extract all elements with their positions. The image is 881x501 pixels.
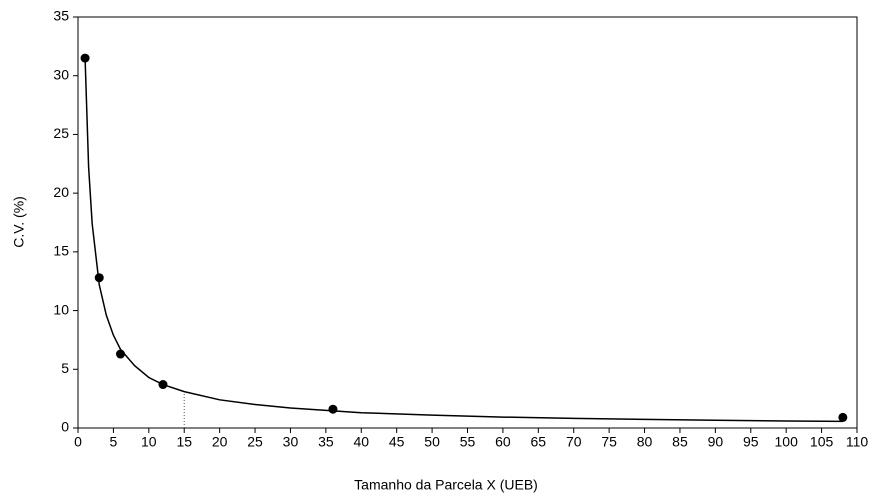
x-tick-label: 20 <box>212 434 228 450</box>
x-tick-label: 25 <box>247 434 263 450</box>
x-tick-label: 90 <box>708 434 724 450</box>
point <box>838 412 848 422</box>
x-tick-label: 45 <box>389 434 405 450</box>
x-tick-label: 30 <box>283 434 299 450</box>
x-tick-label: 35 <box>318 434 334 450</box>
y-tick-label: 20 <box>53 184 69 200</box>
x-tick-label: 110 <box>846 434 869 450</box>
x-tick-label: 55 <box>460 434 476 450</box>
x-tick-label: 75 <box>601 434 617 450</box>
x-tick-label: 60 <box>495 434 511 450</box>
point <box>94 273 104 283</box>
y-tick-label: 15 <box>53 243 69 259</box>
y-tick-label: 25 <box>53 125 69 141</box>
x-tick-label: 85 <box>672 434 688 450</box>
x-tick-label: 0 <box>74 434 82 450</box>
x-tick-label: 40 <box>353 434 369 450</box>
x-tick-label: 80 <box>637 434 653 450</box>
x-tick-label: 15 <box>176 434 192 450</box>
x-tick-label: 70 <box>566 434 582 450</box>
y-tick-label: 30 <box>53 66 69 82</box>
plot-frame <box>77 16 858 429</box>
x-tick-label: 95 <box>743 434 759 450</box>
x-tick-label: 50 <box>424 434 440 450</box>
y-tick-label: 35 <box>53 8 69 24</box>
x-tick-label: 100 <box>775 434 799 450</box>
point <box>80 53 90 63</box>
y-axis-label: C.V. (%) <box>11 196 27 248</box>
fit-curve <box>84 58 843 423</box>
x-tick-label: 10 <box>141 434 157 450</box>
x-tick-label: 65 <box>531 434 547 450</box>
point <box>115 349 125 359</box>
x-axis-label: Tamanho da Parcela X (UEB) <box>354 477 538 493</box>
point <box>158 380 168 390</box>
y-tick-label: 0 <box>61 419 69 435</box>
x-tick-label: 5 <box>110 434 118 450</box>
y-tick-label: 5 <box>61 360 69 376</box>
y-tick-label: 10 <box>53 301 69 317</box>
point <box>328 404 338 414</box>
x-tick-label: 105 <box>810 434 834 450</box>
